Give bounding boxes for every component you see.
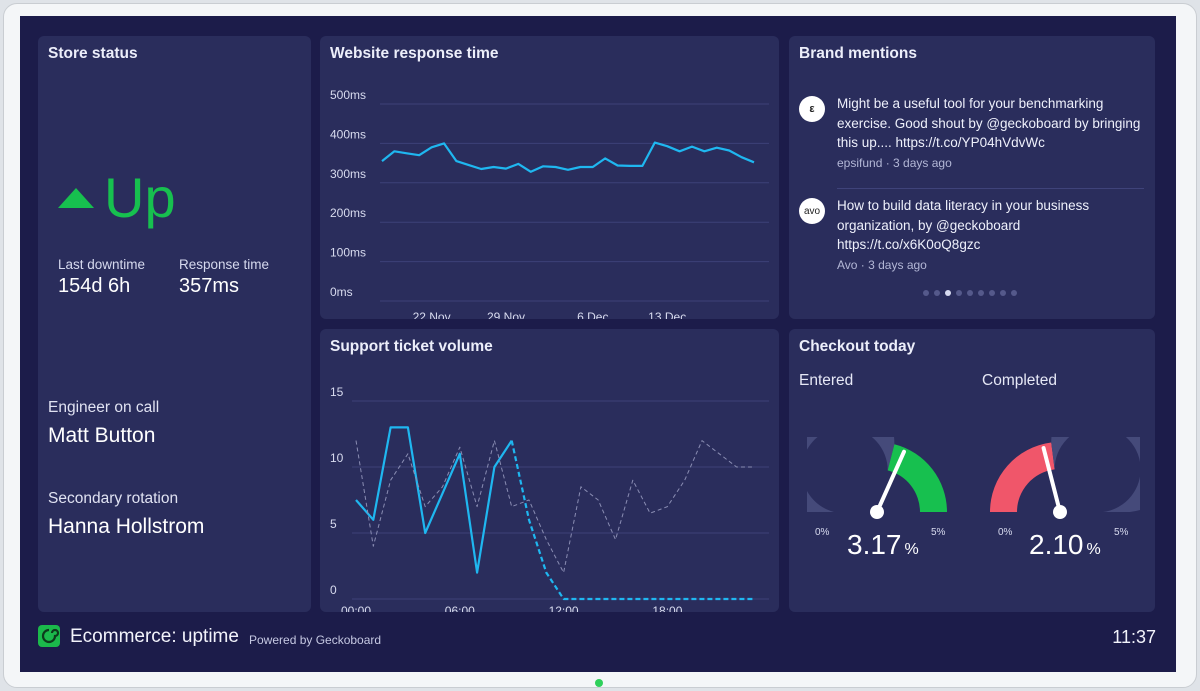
- pagination-dot[interactable]: [978, 290, 984, 296]
- mention-meta: Avo · 3 days ago: [837, 258, 927, 272]
- gauge-min-label: 0%: [998, 527, 1013, 537]
- clock: 11:37: [1112, 627, 1156, 647]
- last-downtime-value: 154d 6h: [58, 275, 131, 297]
- pagination-dot[interactable]: [923, 290, 929, 296]
- pagination-dot[interactable]: [989, 290, 995, 296]
- pagination-dot[interactable]: [1000, 290, 1006, 296]
- gauge-track: [807, 437, 895, 512]
- completed-gauge: 0% 5%: [990, 437, 1140, 537]
- geckoboard-logo-icon: [38, 625, 60, 647]
- checkout-title: Checkout today: [799, 338, 916, 355]
- pagination-dots: [923, 290, 1017, 296]
- engineer-on-call-label: Engineer on call: [48, 399, 160, 416]
- entered-gauge: 0% 5%: [807, 437, 947, 537]
- secondary-rotation-name: Hanna Hollstrom: [48, 515, 205, 538]
- series-line: [355, 426, 513, 574]
- up-arrow-icon: [58, 188, 94, 208]
- x-tick-label: 06:00: [445, 604, 475, 612]
- mention-divider: [837, 188, 1144, 189]
- brand-mentions-panel: Brand mentions ε Might be a useful tool …: [789, 36, 1155, 319]
- response-time-label: Response time: [179, 257, 270, 272]
- y-tick-label: 5: [330, 517, 337, 531]
- gauge-fill: [990, 442, 1055, 512]
- mention-text: How to build data literacy in your busin…: [837, 198, 1090, 252]
- y-tick-label: 10: [330, 451, 344, 465]
- gauge-value-number: 2.10: [1029, 529, 1084, 560]
- y-tick-label: 500ms: [330, 88, 366, 102]
- y-tick-label: 200ms: [330, 206, 366, 220]
- series-line: [381, 141, 755, 173]
- y-tick-label: 15: [330, 385, 344, 399]
- store-status-panel: Store status Up Last downtime 154d 6h Re…: [38, 36, 311, 612]
- gauge-track: [1051, 437, 1140, 512]
- y-tick-label: 100ms: [330, 246, 366, 260]
- gauge-min-label: 0%: [815, 527, 830, 537]
- brand-mentions-title: Brand mentions: [799, 45, 917, 62]
- engineer-on-call-name: Matt Button: [48, 424, 156, 447]
- gauge-value-unit: %: [904, 541, 919, 558]
- status-indicator: Up: [58, 170, 176, 226]
- gauge-label-completed: Completed: [982, 372, 1057, 389]
- support-ticket-chart: 15 10 5 0 00:00 06:00 12:00 18:00: [330, 385, 769, 612]
- checkout-panel: Checkout today Entered Completed 0% 5% 0%…: [789, 329, 1155, 612]
- response-time-title: Website response time: [330, 45, 499, 62]
- x-tick-label: 29 Nov: [487, 310, 525, 319]
- x-tick-label: 13 Dec: [648, 310, 686, 319]
- secondary-rotation-label: Secondary rotation: [48, 490, 179, 507]
- last-downtime-label: Last downtime: [58, 257, 146, 272]
- support-ticket-title: Support ticket volume: [330, 338, 493, 355]
- status-text: Up: [104, 166, 176, 229]
- gauge-needle: [1041, 446, 1062, 514]
- gauge-value-number: 3.17: [847, 529, 902, 560]
- response-time-value: 357ms: [179, 275, 240, 297]
- response-time-chart: 500ms 400ms 300ms 200ms 100ms 0ms 22 Nov 29 Nov…: [330, 88, 769, 319]
- dashboard-screen: Store status Up Last downtime 154d 6h Re…: [20, 16, 1176, 672]
- x-tick-label: 6 Dec: [577, 310, 608, 319]
- store-status-title: Store status: [48, 45, 138, 62]
- gauge-max-label: 5%: [1114, 527, 1129, 537]
- gauge-fill: [887, 444, 947, 512]
- y-tick-label: 0ms: [330, 285, 353, 299]
- gauge-value-unit: %: [1086, 541, 1101, 558]
- entered-gauge-value: 3.17%: [847, 529, 919, 561]
- power-led: [595, 679, 603, 687]
- series-line: [355, 440, 754, 574]
- x-tick-label: 18:00: [652, 604, 682, 612]
- gauge-label-entered: Entered: [799, 372, 854, 389]
- gauge-needle: [875, 449, 906, 514]
- powered-by-text: Powered by Geckoboard: [249, 633, 382, 647]
- pagination-dot[interactable]: [956, 290, 962, 296]
- x-tick-label: 00:00: [341, 604, 371, 612]
- pagination-dot[interactable]: [967, 290, 973, 296]
- x-tick-label: 12:00: [549, 604, 579, 612]
- gauge-hub: [1053, 505, 1067, 519]
- mention-text: Might be a useful tool for your benchmar…: [837, 96, 1141, 150]
- pagination-dot[interactable]: [1011, 290, 1017, 296]
- dashboard-title: Ecommerce: uptime: [70, 626, 239, 647]
- completed-gauge-value: 2.10%: [1029, 529, 1101, 561]
- support-ticket-panel: Support ticket volume 15 10 5 0 00:00 06:00 12…: [320, 329, 779, 612]
- x-tick-label: 22 Nov: [413, 310, 451, 319]
- avatar: avo: [799, 198, 825, 224]
- avatar: ε: [799, 96, 825, 122]
- mention-meta: epsifund · 3 days ago: [837, 156, 952, 170]
- y-tick-label: 0: [330, 583, 337, 597]
- gauge-max-label: 5%: [931, 527, 946, 537]
- response-time-panel: Website response time 500ms 400ms 300ms 200…: [320, 36, 779, 319]
- pagination-dot[interactable]: [945, 290, 951, 296]
- y-tick-label: 400ms: [330, 127, 366, 141]
- pagination-dot[interactable]: [934, 290, 940, 296]
- series-line: [510, 440, 754, 601]
- y-tick-label: 300ms: [330, 167, 366, 181]
- gauge-hub: [870, 505, 884, 519]
